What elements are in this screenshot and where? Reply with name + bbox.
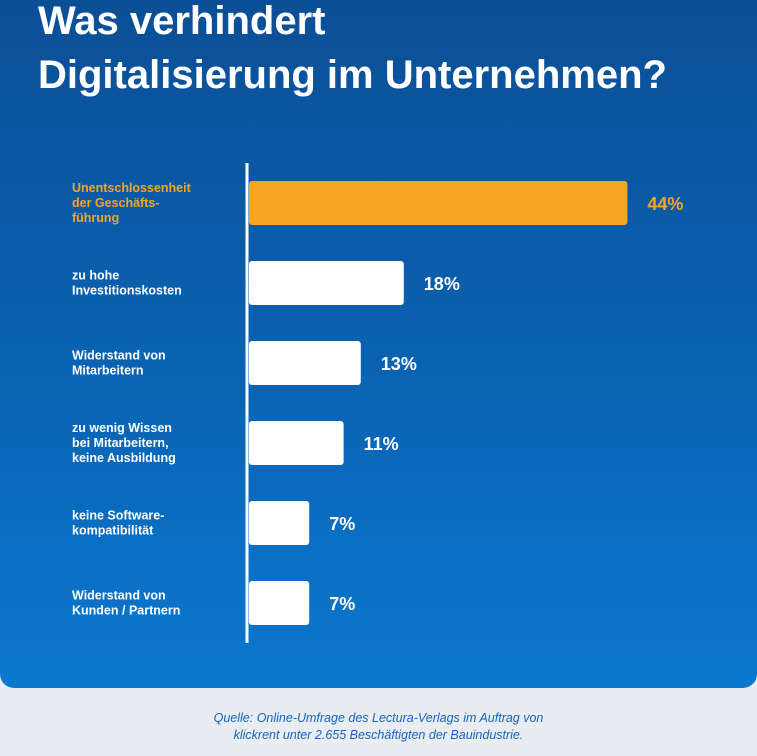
- bar: [249, 341, 361, 385]
- value-label: 44%: [647, 194, 683, 214]
- category-label-line: Kunden / Partnern: [72, 604, 180, 618]
- category-label-line: Widerstand von: [72, 589, 166, 603]
- category-label-line: keine Software-: [72, 509, 164, 523]
- category-label-line: kompatibilität: [72, 524, 154, 538]
- source-note: Quelle: Online-Umfrage des Lectura-Verla…: [0, 710, 757, 744]
- category-label-line: Unentschlossenheit: [72, 181, 192, 195]
- value-label: 11%: [364, 434, 399, 454]
- category-label-line: Widerstand von: [72, 349, 166, 363]
- title-line-1: Was verhindert: [38, 0, 326, 43]
- chart-panel: Was verhindert Digitalisierung im Untern…: [0, 0, 757, 688]
- category-label-line: Mitarbeitern: [72, 364, 144, 378]
- category-label: zu hohe Investitionskosten: [72, 269, 182, 298]
- title-line-2: Digitalisierung im Unternehmen?: [38, 53, 667, 97]
- value-label: 7%: [329, 594, 355, 614]
- category-label-line: Investitionskosten: [72, 284, 182, 298]
- source-line-1: Quelle: Online-Umfrage des Lectura-Verla…: [213, 711, 544, 725]
- value-label: 13%: [381, 354, 417, 374]
- category-label-line: bei Mitarbeitern,: [72, 436, 169, 450]
- value-label: 7%: [329, 514, 355, 534]
- category-label-line: zu wenig Wissen: [72, 421, 172, 435]
- bar-chart: 44% Unentschlossenheit der Geschäfts-führu…: [72, 163, 683, 643]
- bar: [249, 581, 310, 625]
- bar: [249, 501, 310, 545]
- bar: [249, 261, 404, 305]
- category-label: Unentschlossenheit der Geschäfts-führung: [72, 181, 192, 225]
- bar: [249, 181, 628, 225]
- category-label: Widerstand von Kunden / Partnern: [72, 589, 180, 618]
- category-label-line: zu hohe: [72, 269, 119, 283]
- category-label-line: keine Ausbildung: [72, 451, 176, 465]
- bar: [249, 421, 344, 465]
- category-label: Widerstand von Mitarbeitern: [72, 349, 166, 378]
- chart-title: Was verhindert Digitalisierung im Untern…: [38, 0, 738, 102]
- category-label: zu wenig Wissen bei Mitarbeitern, keine Au…: [72, 421, 176, 465]
- category-label-line: führung: [72, 211, 119, 225]
- source-line-2: klickrent unter 2.655 Beschäftigten der …: [233, 728, 524, 742]
- category-label: keine Software-kompatibilität: [72, 509, 164, 538]
- value-label: 18%: [424, 274, 460, 294]
- category-label-line: der Geschäfts-: [72, 196, 160, 210]
